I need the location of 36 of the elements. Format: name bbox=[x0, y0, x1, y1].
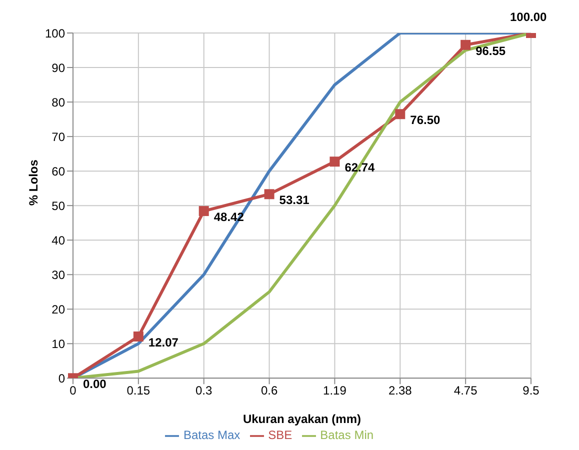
y-tick-label: 60 bbox=[52, 164, 66, 178]
y-tick-label: 50 bbox=[52, 198, 66, 213]
x-tick-label: 1.19 bbox=[323, 384, 347, 398]
data-label: 53.31 bbox=[279, 193, 310, 208]
point bbox=[198, 206, 209, 216]
x-tick-label: 4.75 bbox=[454, 384, 478, 398]
y-tick-label: 70 bbox=[52, 130, 66, 144]
data-label: 0.00 bbox=[83, 377, 107, 392]
data-label: 12.07 bbox=[148, 336, 179, 350]
point bbox=[330, 156, 340, 167]
y-tick-label: 20 bbox=[52, 302, 66, 316]
y-axis-title: % Lolos bbox=[26, 159, 40, 206]
y-tick-label: 10 bbox=[52, 336, 66, 351]
point bbox=[395, 109, 406, 120]
x-axis-title: Ukuran ayakan (mm) bbox=[242, 412, 362, 426]
y-tick-label: 100 bbox=[44, 26, 66, 40]
x-tick-label: 0.6 bbox=[260, 384, 278, 398]
y-tick-label: 80 bbox=[52, 95, 66, 110]
legend-label: Batas Max bbox=[183, 428, 240, 442]
point bbox=[264, 189, 274, 200]
x-tick-label: 0 bbox=[70, 384, 77, 398]
data-label: 100.00 bbox=[510, 10, 548, 24]
x-tick-label: 0.3 bbox=[196, 384, 213, 398]
data-label: 76.50 bbox=[410, 113, 440, 128]
legend-label: Batas Min bbox=[320, 428, 374, 442]
x-tick-label: 0.15 bbox=[126, 384, 150, 398]
data-label: 96.55 bbox=[476, 44, 506, 58]
y-tick-label: 40 bbox=[52, 233, 66, 248]
y-tick-label: 0 bbox=[58, 371, 66, 386]
y-tick-label: 30 bbox=[52, 268, 66, 282]
x-tick-label: 9.5 bbox=[522, 384, 540, 398]
y-tick-label: 90 bbox=[52, 60, 66, 75]
point bbox=[460, 40, 471, 50]
point bbox=[133, 332, 144, 342]
x-tick-label: 2.38 bbox=[388, 384, 412, 398]
legend-label: SBE bbox=[268, 428, 292, 442]
